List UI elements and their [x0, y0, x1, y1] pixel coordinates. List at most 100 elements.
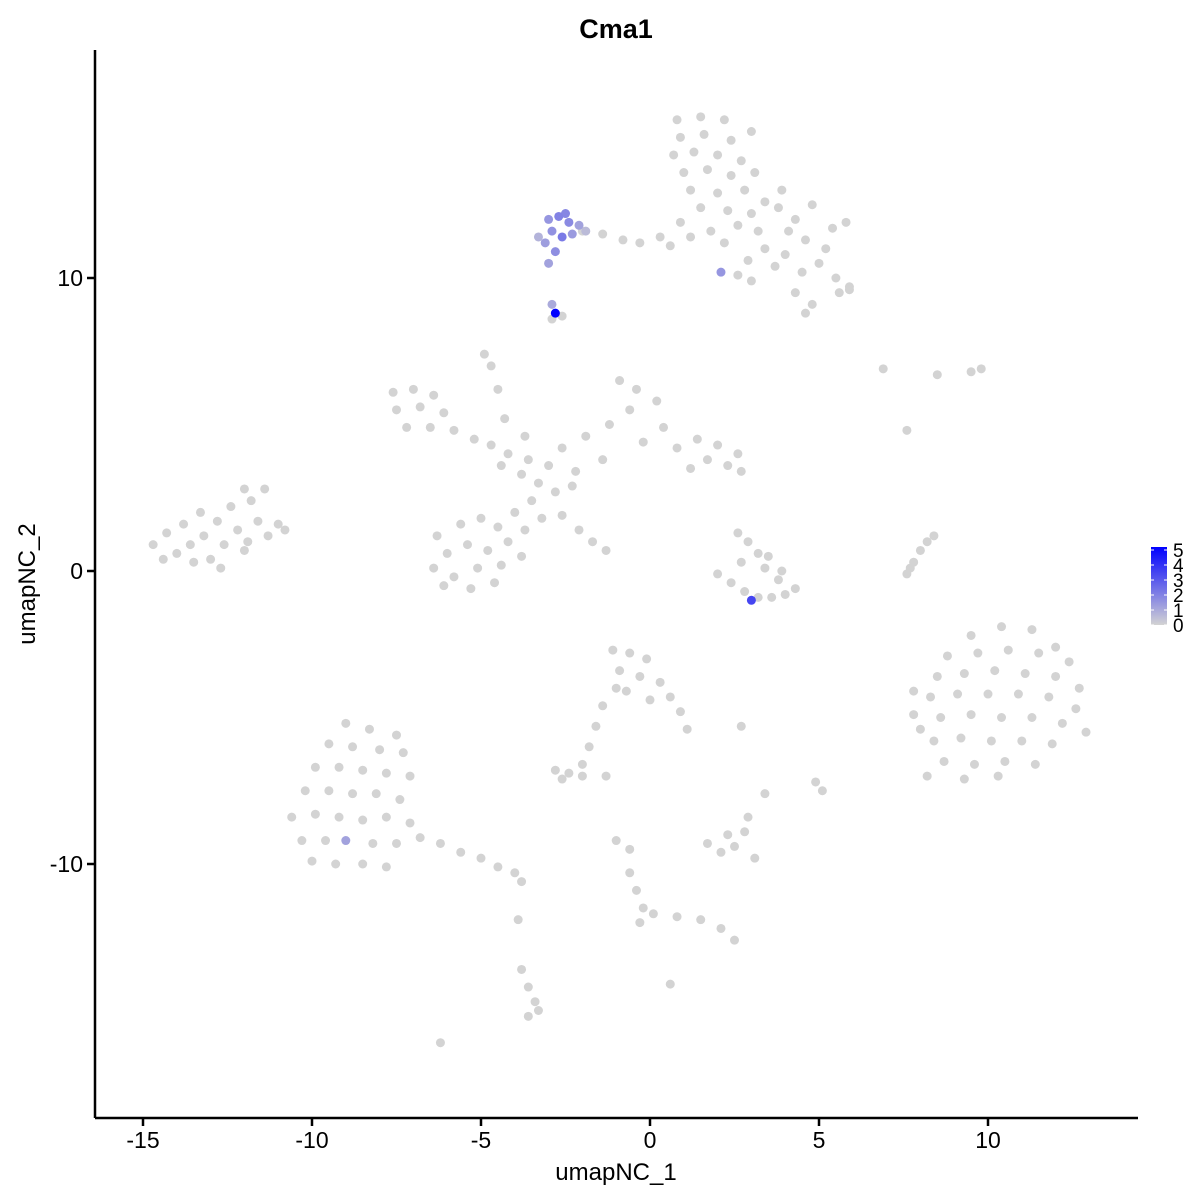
- cell-point: [1081, 727, 1091, 737]
- x-tick-label: -10: [295, 1127, 328, 1153]
- cell-point: [743, 537, 753, 547]
- cell-point: [726, 135, 736, 145]
- x-tick-label: 0: [644, 1127, 657, 1153]
- cell-point: [1000, 756, 1010, 766]
- cell-point: [638, 903, 648, 913]
- cell-point: [527, 496, 537, 506]
- cell-point: [243, 537, 253, 547]
- cell-point: [1027, 625, 1037, 635]
- cell-point: [456, 519, 466, 529]
- cell-point: [672, 115, 682, 125]
- cell-point: [929, 531, 939, 541]
- expressing-cell-point: [341, 836, 351, 846]
- cell-point: [743, 812, 753, 822]
- cell-point: [665, 692, 675, 702]
- cell-point: [956, 733, 966, 743]
- cell-point: [909, 710, 919, 720]
- cell-point: [577, 759, 587, 769]
- cell-point: [966, 710, 976, 720]
- cell-point: [523, 982, 533, 992]
- cell-point: [493, 384, 503, 394]
- cell-point: [449, 572, 459, 582]
- cell-point: [479, 349, 489, 359]
- cell-point: [777, 566, 787, 576]
- cell-point: [730, 841, 739, 851]
- cell-point: [611, 836, 621, 846]
- cell-point: [432, 531, 442, 541]
- cell-point: [1003, 645, 1013, 655]
- cell-point: [334, 762, 344, 772]
- cell-point: [746, 127, 756, 136]
- cell-point: [533, 1006, 543, 1015]
- cell-point: [811, 777, 821, 787]
- points-layer: [148, 112, 1091, 1048]
- cell-point: [185, 540, 195, 550]
- cell-point: [581, 431, 591, 441]
- cell-point: [611, 683, 621, 693]
- cell-point: [442, 548, 452, 558]
- y-axis-title: umapNC_2: [14, 523, 41, 644]
- cell-point: [1051, 642, 1061, 652]
- cell-point: [631, 384, 641, 394]
- cell-point: [148, 540, 158, 550]
- cell-point: [496, 560, 506, 570]
- cell-point: [588, 537, 598, 547]
- cell-point: [462, 540, 472, 550]
- cell-point: [631, 885, 641, 895]
- cell-point: [621, 686, 631, 696]
- cell-point: [348, 789, 358, 799]
- cell-point: [1030, 759, 1040, 769]
- cell-point: [571, 466, 581, 476]
- cell-point: [625, 844, 635, 854]
- expressing-cell-point: [550, 308, 560, 318]
- cell-point: [364, 724, 374, 734]
- legend-label: 0: [1173, 616, 1184, 637]
- cell-point: [746, 209, 756, 219]
- cell-point: [466, 584, 476, 594]
- cell-point: [517, 551, 527, 561]
- cell-point: [429, 390, 439, 400]
- cell-point: [760, 789, 770, 799]
- cell-point: [780, 250, 790, 260]
- cell-point: [557, 311, 567, 321]
- cell-point: [510, 507, 520, 517]
- cell-point: [435, 1038, 445, 1048]
- x-tick-label: -15: [126, 1127, 159, 1153]
- cell-point: [926, 692, 936, 702]
- cell-point: [233, 525, 243, 535]
- cell-point: [659, 422, 669, 432]
- cell-point: [253, 516, 263, 526]
- cell-point: [513, 915, 523, 925]
- cell-point: [486, 361, 496, 371]
- cell-point: [246, 496, 256, 506]
- cell-point: [439, 581, 449, 591]
- cell-point: [922, 537, 932, 547]
- cell-point: [743, 255, 753, 265]
- cell-point: [763, 551, 773, 561]
- cell-point: [689, 147, 699, 157]
- cell-point: [219, 540, 229, 550]
- cell-point: [675, 132, 685, 142]
- cell-point: [723, 206, 733, 216]
- cell-point: [723, 830, 733, 840]
- x-axis-title: umapNC_1: [555, 1159, 676, 1186]
- cell-point: [719, 238, 729, 248]
- cell-point: [652, 396, 662, 406]
- cell-point: [520, 525, 530, 535]
- cell-point: [402, 422, 412, 432]
- cell-point: [358, 765, 368, 775]
- cell-point: [537, 513, 547, 523]
- cell-point: [405, 771, 415, 781]
- cell-point: [601, 771, 611, 781]
- cell-point: [696, 203, 706, 213]
- cell-point: [341, 718, 351, 728]
- cell-point: [523, 1011, 533, 1021]
- cell-point: [682, 724, 692, 734]
- cell-point: [490, 578, 500, 588]
- cell-point: [395, 795, 405, 805]
- cell-point: [922, 771, 932, 781]
- expressing-cell-point: [550, 247, 560, 257]
- cell-point: [517, 877, 527, 887]
- cell-point: [807, 299, 817, 309]
